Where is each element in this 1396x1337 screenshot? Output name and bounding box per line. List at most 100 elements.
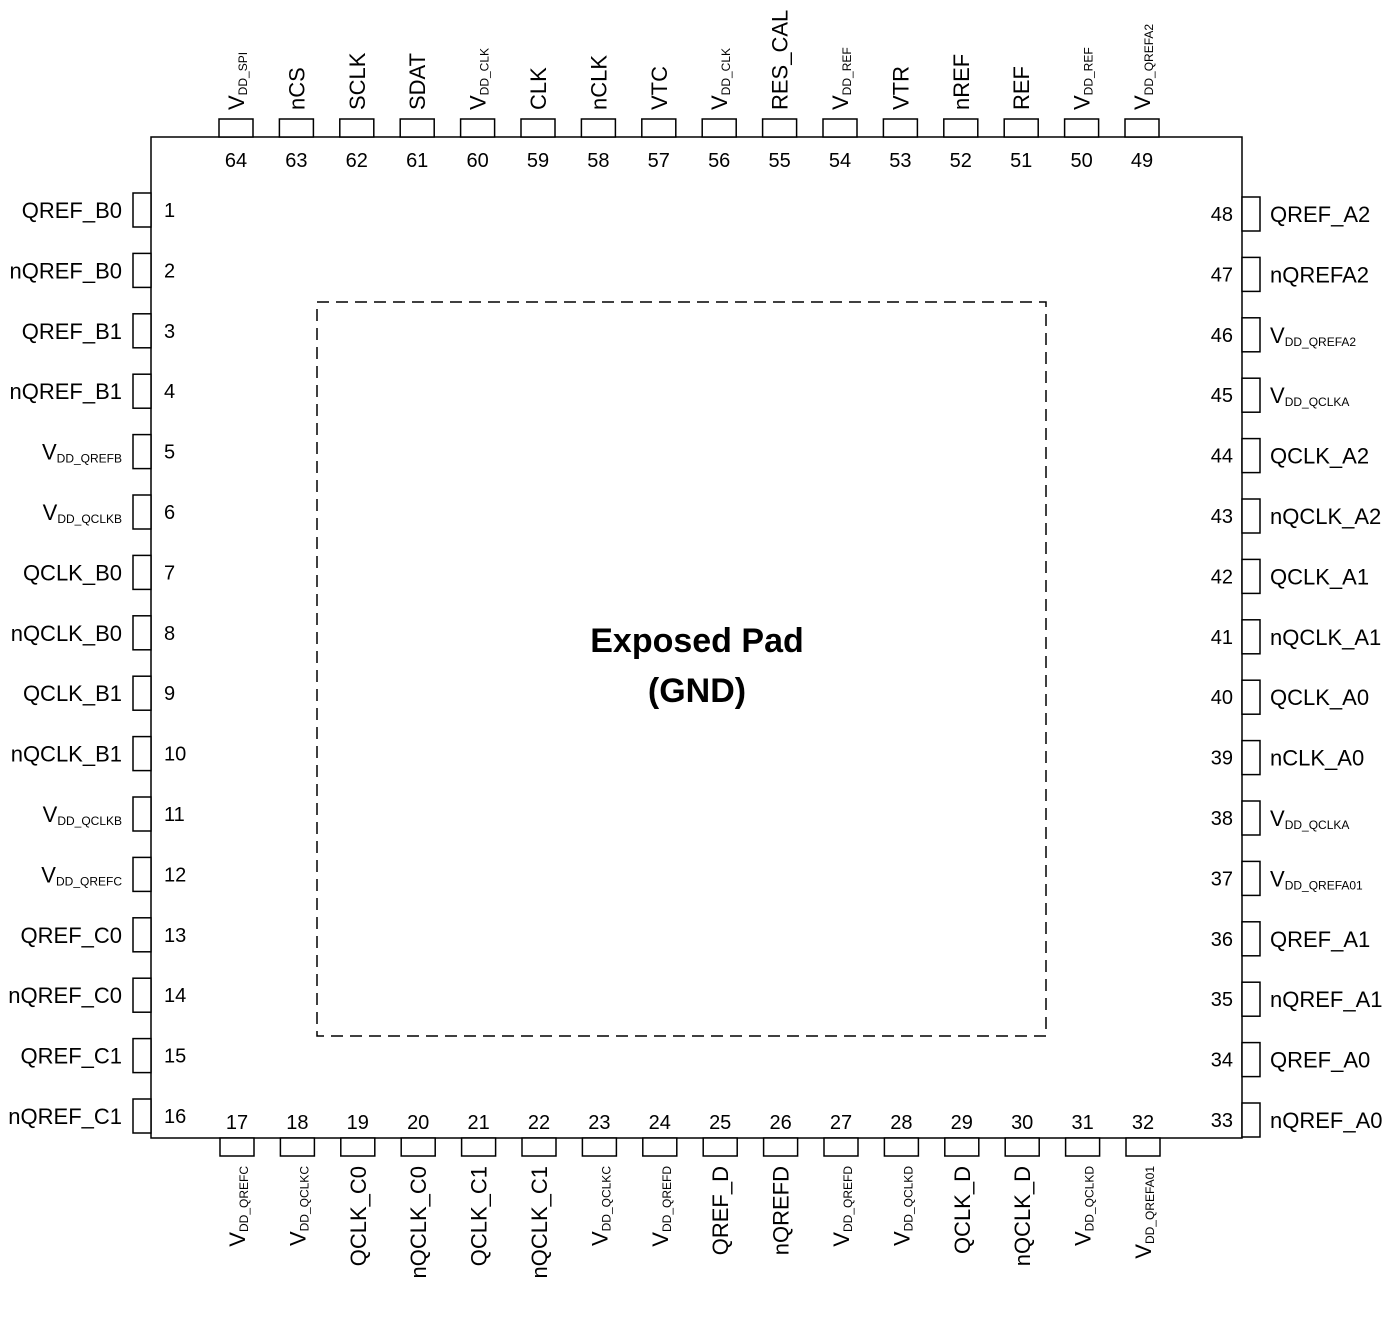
pin-label: nQREF_C1: [8, 1104, 122, 1129]
pin-1: 1 QREF_B0: [22, 192, 175, 228]
pin-label: VDD_REF: [1070, 47, 1096, 110]
pin-label-main: QREF_B1: [22, 319, 122, 344]
pin-6: 6 VDD_QCLKB: [43, 494, 175, 530]
pin-label-main: QREF_D: [708, 1166, 733, 1255]
pin-label: VDD_QCLKA: [1270, 383, 1349, 409]
pin-label: VDD_QREFA2: [1270, 323, 1356, 349]
exposed-pad-subtitle: (GND): [648, 672, 746, 710]
pin-4: 4 nQREF_B1: [10, 373, 175, 409]
pin-2: 2 nQREF_B0: [10, 252, 175, 289]
pin-50: 50 VDD_REF: [1063, 47, 1100, 172]
pin-label-main: REF: [1009, 66, 1034, 110]
pin-label: QCLK_A2: [1270, 444, 1369, 469]
pin-label-main: QCLK_C1: [467, 1166, 492, 1266]
pin-8: 8 nQCLK_B0: [11, 615, 175, 651]
pin-pad: [132, 433, 152, 470]
pin-pad: [1003, 118, 1039, 138]
pin-pad: [1241, 619, 1261, 655]
pin-label-main: nQCLK_C1: [527, 1166, 552, 1279]
pin-label-subscript: DD_QREFC: [56, 874, 122, 888]
pin-number: 20: [407, 1112, 429, 1134]
pin-number: 14: [164, 985, 186, 1007]
pin-label-subscript: DD_QREFC: [237, 1166, 251, 1232]
pin-label: nQCLK_D: [1010, 1166, 1035, 1266]
pin-label-main: QREF_B0: [22, 198, 122, 223]
pin-label: VDD_QREFA01: [1270, 866, 1363, 892]
pin-pad: [822, 118, 858, 138]
pin-number: 13: [164, 925, 186, 947]
pin-pad: [1241, 1041, 1261, 1078]
pin-21: 21 QCLK_C1: [460, 1112, 497, 1266]
pin-label: QCLK_C0: [346, 1166, 371, 1266]
pin-label: nQREFD: [769, 1166, 794, 1255]
pin-number: 8: [164, 623, 175, 645]
pin-label: nQREF_C0: [8, 983, 122, 1008]
pin-label-subscript: DD_QCLKB: [57, 512, 122, 526]
pin-number: 58: [587, 150, 609, 172]
pin-label: nQCLK_B1: [11, 742, 122, 767]
pin-14: 14 nQREF_C0: [8, 977, 186, 1013]
pin-number: 40: [1211, 687, 1233, 709]
pin-label-main: nCLK_A0: [1270, 746, 1364, 771]
pin-number: 34: [1211, 1050, 1233, 1072]
pin-label-main: CLK: [526, 67, 551, 110]
pin-label-main: V: [224, 95, 249, 110]
pin-label-main: nQREF_C1: [8, 1104, 122, 1129]
pin-label: VDD_CLK: [466, 48, 492, 110]
pin-label-main: nQREF_B0: [10, 258, 123, 283]
pin-12: 12 VDD_QREFC: [41, 856, 186, 893]
pin-number: 26: [769, 1112, 791, 1134]
pin-label: QCLK_A1: [1270, 564, 1369, 589]
pin-pad: [1124, 118, 1160, 138]
pin-pad: [761, 118, 798, 138]
pin-label: VDD_QCLKB: [43, 500, 122, 526]
pin-36: 36 QREF_A1: [1211, 921, 1370, 957]
pin-number: 38: [1211, 808, 1233, 830]
pin-number: 1: [164, 200, 175, 222]
pin-label: nQCLK_A1: [1270, 625, 1381, 650]
pin-pad: [1241, 921, 1261, 957]
pins-top-side: 49VDD_QREFA250VDD_REF51REF52nREF53VTR54V…: [218, 10, 1160, 172]
pin-number: 54: [829, 150, 851, 172]
pin-pad: [762, 1137, 799, 1157]
pin-label: nQREF_A1: [1270, 987, 1383, 1012]
pin-number: 12: [164, 864, 186, 886]
pin-number: 49: [1131, 150, 1153, 172]
pin-3: 3 QREF_B1: [22, 313, 175, 349]
pin-number: 10: [164, 744, 186, 766]
pin-55: 55 RES_CAL: [761, 10, 798, 172]
pin-18: 18 VDD_QCLKC: [279, 1112, 316, 1246]
pin-41: 41 nQCLK_A1: [1211, 619, 1381, 655]
pin-label-main: QCLK_D: [950, 1166, 975, 1254]
pin-5: 5 VDD_QREFB: [42, 433, 175, 470]
pin-label-main: V: [1130, 95, 1155, 110]
pin-pad: [132, 977, 152, 1013]
pin-number: 15: [164, 1046, 186, 1068]
pin-number: 17: [226, 1112, 248, 1134]
pin-label-main: V: [225, 1232, 250, 1247]
pin-label: nQCLK_B0: [11, 621, 122, 646]
pin-label-main: QCLK_A0: [1270, 685, 1369, 710]
pin-label: nQREF_A0: [1270, 1108, 1383, 1133]
pin-number: 21: [467, 1112, 489, 1134]
pin-number: 9: [164, 683, 175, 705]
pin-label-main: QCLK_A1: [1270, 564, 1369, 589]
pin-40: 40 QCLK_A0: [1211, 679, 1369, 715]
pin-label: VDD_QCLKD: [1071, 1166, 1097, 1246]
pin-number: 56: [708, 150, 730, 172]
pin-pad: [399, 118, 435, 138]
pin-label-main: V: [1070, 95, 1095, 110]
pin-pad: [580, 118, 617, 138]
pin-label: VDD_SPI: [224, 52, 250, 110]
pin-20: 20 nQCLK_C0: [400, 1112, 436, 1279]
pin-label: VDD_QCLKC: [587, 1166, 613, 1246]
pin-label-subscript: DD_QCLKC: [297, 1166, 311, 1232]
pin-62: 62 SCLK: [339, 52, 375, 172]
pin-label-main: nQCLK_D: [1010, 1166, 1035, 1266]
pin-15: 15 QREF_C1: [21, 1037, 186, 1074]
pin-number: 45: [1211, 385, 1233, 407]
pin-label-main: V: [1131, 1244, 1156, 1259]
pin-label: nCLK: [586, 55, 611, 110]
